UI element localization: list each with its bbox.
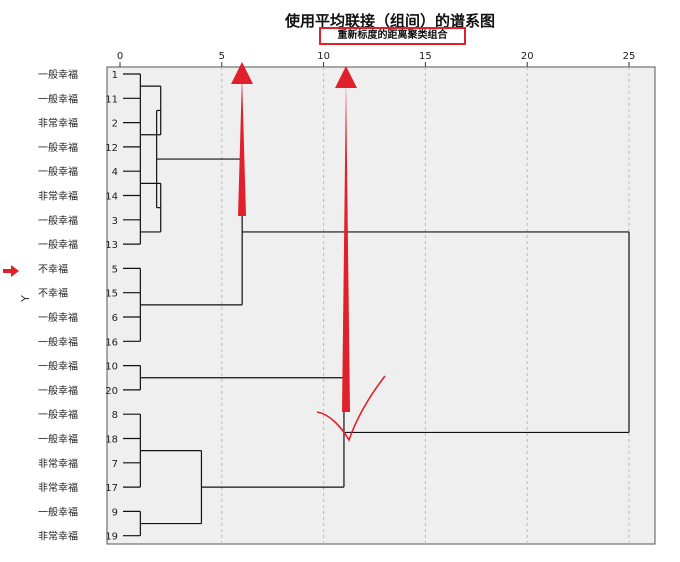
- leaf-category-label: 一般幸福: [38, 433, 78, 446]
- subtitle-highlight-box: 重新标度的距离聚类组合: [319, 27, 466, 45]
- leaf-case-id: 13: [105, 240, 118, 251]
- x-tick-label: 25: [623, 51, 636, 62]
- leaf-category-label: 一般幸福: [38, 92, 78, 105]
- leaf-case-id: 9: [112, 507, 118, 518]
- leaf-category-label: 非常幸福: [38, 190, 78, 203]
- leaf-case-id: 18: [105, 435, 118, 446]
- leaf-category-label: 一般幸福: [38, 238, 78, 251]
- leaf-case-id: 12: [105, 143, 118, 154]
- leaf-case-id: 2: [112, 119, 118, 130]
- leaf-case-id: 6: [112, 313, 118, 324]
- annotation-arrow-right-shaft: [342, 80, 350, 412]
- leaf-category-label: 不幸福: [38, 262, 68, 275]
- leaf-category-label: 一般幸福: [38, 141, 78, 154]
- chart-subtitle: 重新标度的距离聚类组合: [337, 30, 448, 41]
- leaf-case-id: 3: [112, 216, 118, 227]
- leaf-category-label: 一般幸福: [38, 335, 78, 348]
- leaf-category-label: 一般幸福: [38, 384, 78, 397]
- annotation-arrow-left-shaft: [238, 76, 246, 216]
- chart-title: 使用平均联接（组间）的谱系图: [284, 12, 495, 30]
- leaf-case-id: 11: [105, 94, 118, 105]
- x-tick-label: 5: [219, 51, 225, 62]
- x-tick-label: 15: [419, 51, 432, 62]
- leaf-category-label: 一般幸福: [38, 311, 78, 324]
- leaf-case-id: 10: [105, 362, 118, 373]
- leaf-case-id: 5: [112, 264, 118, 275]
- red-arrow-marker-icon: [3, 265, 19, 277]
- leaf-case-id: 20: [105, 386, 118, 397]
- leaf-category-label: 非常幸福: [38, 481, 78, 494]
- leaf-case-id: 1: [112, 70, 118, 81]
- x-tick-label: 20: [521, 51, 534, 62]
- leaf-category-label: 一般幸福: [38, 68, 78, 81]
- leaf-category-label: 一般幸福: [38, 165, 78, 178]
- x-tick-label: 10: [317, 51, 330, 62]
- leaf-case-id: 16: [105, 337, 118, 348]
- leaf-category-label: 非常幸福: [38, 457, 78, 470]
- leaf-category-label: 不幸福: [38, 287, 68, 300]
- leaf-case-id: 4: [112, 167, 118, 178]
- leaf-case-id: 7: [112, 459, 118, 470]
- leaf-case-id: 8: [112, 410, 118, 421]
- leaf-category-label: 一般幸福: [38, 214, 78, 227]
- leaf-category-label: 一般幸福: [38, 408, 78, 421]
- leaf-category-label: 一般幸福: [38, 505, 78, 518]
- leaf-category-label: 非常幸福: [38, 530, 78, 543]
- leaf-case-id: 19: [105, 532, 118, 543]
- leaf-case-id: 15: [105, 289, 118, 300]
- annotation-arrow-left-head: [231, 62, 253, 84]
- leaf-case-id: 17: [105, 483, 118, 494]
- plot-area: [106, 66, 656, 545]
- x-tick-label: 0: [117, 51, 123, 62]
- annotation-check-mark: [316, 375, 386, 442]
- leaf-category-label: 非常幸福: [38, 117, 78, 130]
- annotation-arrow-right-head: [335, 66, 357, 88]
- leaf-case-id: 14: [105, 192, 118, 203]
- leaf-category-label: 一般幸福: [38, 360, 78, 373]
- y-axis-label: Y: [18, 295, 32, 302]
